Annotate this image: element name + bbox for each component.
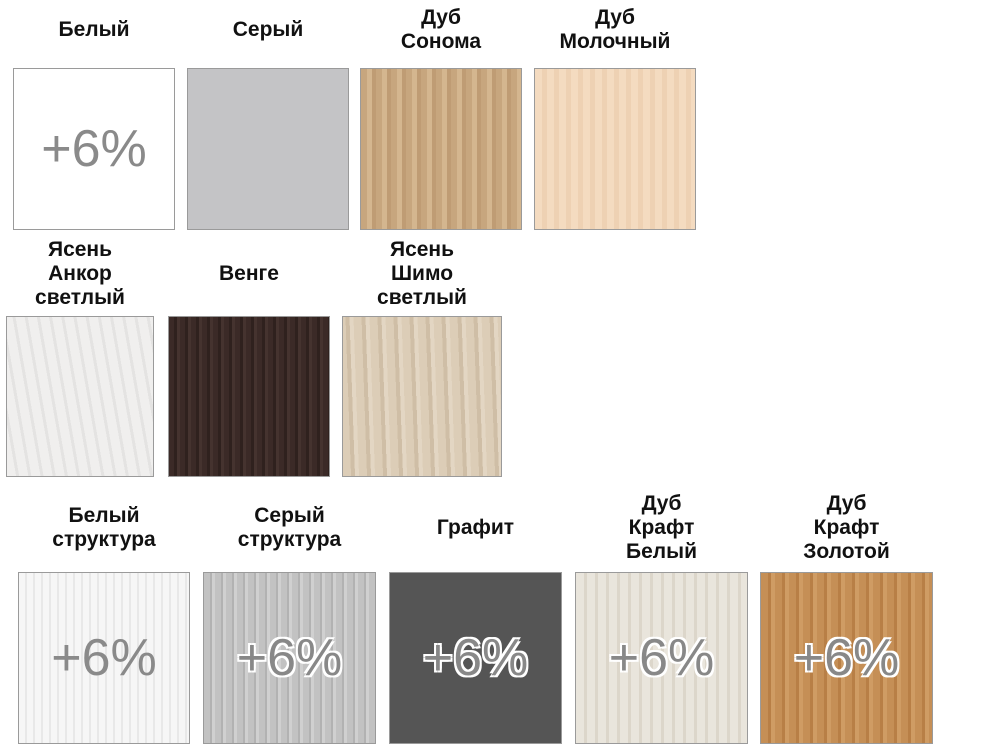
label-line: Серый xyxy=(254,504,325,527)
label-line: Крафт xyxy=(813,516,880,539)
swatch xyxy=(342,316,502,477)
label-line: Сонома xyxy=(400,30,482,53)
label-line: Дуб xyxy=(826,492,867,515)
swatch xyxy=(6,316,154,477)
label-line: Белый xyxy=(626,540,697,563)
label-line: Шимо xyxy=(390,262,454,285)
label-line: Белый xyxy=(68,504,140,527)
swatch-label: Ясень Анкор светлый xyxy=(0,238,184,310)
surcharge-badge: +6% xyxy=(236,629,343,687)
swatch-label: Серый структура xyxy=(173,492,406,564)
swatch-label: Серый xyxy=(157,5,379,55)
label-line: структура xyxy=(237,528,342,551)
label-line: Графит xyxy=(436,516,515,539)
label-line: Крафт xyxy=(628,516,695,539)
surcharge-badge: +6% xyxy=(41,120,147,178)
swatch: +6% xyxy=(18,572,190,744)
surcharge-badge: +6% xyxy=(608,629,715,687)
label-line: Дуб xyxy=(641,492,682,515)
swatch-label: Графит xyxy=(359,492,592,564)
label-line: Серый xyxy=(232,18,304,41)
surcharge-badge: +6% xyxy=(793,629,900,687)
label-line: структура xyxy=(52,528,156,551)
swatch-label: Белый структура xyxy=(0,492,220,564)
surcharge-badge: +6% xyxy=(51,629,157,687)
swatch xyxy=(187,68,349,230)
swatch: +6% xyxy=(203,572,376,744)
surcharge-badge: +6% xyxy=(422,629,529,687)
swatch xyxy=(360,68,522,230)
label-line: Анкор xyxy=(48,262,112,285)
swatch: +6% xyxy=(760,572,933,744)
swatch-label: Дуб Молочный xyxy=(504,5,726,55)
swatch xyxy=(534,68,696,230)
swatch-label: Венге xyxy=(138,238,360,310)
label-line: Золотой xyxy=(803,540,890,563)
label-line: Молочный xyxy=(559,30,671,53)
label-line: светлый xyxy=(35,286,125,309)
label-line: Венге xyxy=(219,262,279,285)
swatch: +6% xyxy=(575,572,748,744)
swatch-label: Дуб Крафт Золотой xyxy=(730,492,963,564)
swatch: +6% xyxy=(389,572,562,744)
label-line: Дуб xyxy=(595,6,635,29)
swatch-label: Белый xyxy=(0,5,205,55)
label-line: Ясень xyxy=(389,238,455,261)
label-line: Дуб xyxy=(421,6,461,29)
label-line: Ясень xyxy=(47,238,113,261)
swatch: +6% xyxy=(13,68,175,230)
swatch-label: Ясень Шимо светлый xyxy=(312,238,532,310)
swatch xyxy=(168,316,330,477)
label-line: Белый xyxy=(58,18,130,41)
swatch-label: Дуб Крафт Белый xyxy=(545,492,778,564)
label-line: светлый xyxy=(377,286,467,309)
swatch-label: Дуб Сонома xyxy=(330,5,552,55)
